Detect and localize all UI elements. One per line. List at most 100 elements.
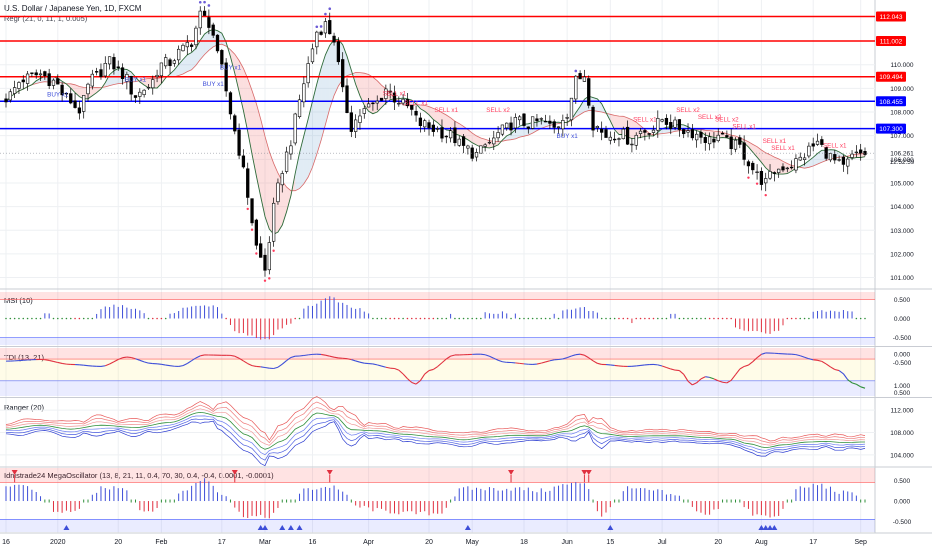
mega-sell-marker-8	[326, 470, 333, 475]
mega-buy-marker-14	[758, 525, 765, 530]
signal-label-15: SELL x1	[771, 145, 795, 152]
tdi-segment-101	[441, 358, 447, 364]
candle-body-119	[518, 116, 522, 121]
tdi-segment-55	[243, 360, 249, 365]
candle-body-181	[785, 167, 789, 170]
tdi-segment-87	[381, 365, 387, 368]
tdi-segment-54	[238, 357, 244, 362]
candle-body-30	[133, 95, 138, 98]
regression-fill-141	[614, 115, 619, 135]
regression-fill-173	[752, 144, 758, 158]
tdi-segment-195	[847, 379, 853, 384]
tdi-segment-44	[195, 355, 201, 359]
tdi-segment-135	[588, 357, 594, 362]
signal-label-11: SELL x2	[698, 114, 722, 121]
tdi-segment-184	[800, 355, 805, 358]
tdi-segment-9	[44, 359, 50, 362]
price-tick-label-3: 104.000	[890, 204, 914, 211]
msi-dot-162	[704, 317, 707, 320]
msi-dot-85	[372, 317, 374, 320]
tdi-segment-10	[49, 359, 54, 362]
msi-dot-166	[721, 317, 724, 320]
msi-dot-139	[605, 317, 607, 320]
tdi-segment-23	[105, 363, 110, 367]
msi-dot-12	[56, 317, 59, 320]
level-tag-label-0: 112.043	[879, 14, 902, 21]
tdi-segment-98	[428, 368, 434, 372]
regression-fill-85	[372, 77, 378, 114]
signal-label-13: SELL x1	[732, 124, 756, 131]
candle-body-76	[332, 35, 336, 43]
candle-body-60	[263, 254, 267, 271]
candle-body-56	[246, 168, 250, 198]
msi-dot-184	[799, 317, 802, 320]
price-tick-label-7: 108.000	[890, 110, 914, 117]
signal-label-4: SELL x1	[383, 90, 407, 97]
msi-dot-125	[544, 317, 547, 320]
candle-body-161	[699, 131, 703, 138]
candle-body-28	[125, 74, 129, 82]
price-tick-label-1: 102.000	[890, 251, 914, 258]
candle-body-192	[833, 154, 837, 161]
tdi-segment-123	[536, 362, 542, 365]
candle-body-196	[850, 153, 854, 158]
candle-body-103	[448, 130, 453, 139]
tdi-pane-title: TDI (13, 21)	[4, 353, 44, 362]
candle-body-176	[764, 178, 768, 184]
candle-body-97	[423, 120, 427, 128]
mega-buy-marker-9	[464, 525, 471, 530]
candle-body-120	[522, 113, 526, 126]
candle-body-75	[328, 20, 332, 35]
tdi-segment-114	[497, 359, 503, 363]
regression-fill-185	[804, 160, 809, 169]
bottom-signal-dot-8	[764, 193, 767, 197]
msi-overbought-zone	[0, 292, 875, 300]
candle-body-85	[371, 102, 375, 105]
candle-body-39	[172, 60, 176, 64]
tdi-segment-79	[346, 358, 352, 361]
top-signal-dot-2	[207, 4, 211, 7]
msi-dot-120	[523, 317, 525, 320]
tdi-segment-171	[743, 364, 749, 367]
regression-fill-67	[295, 153, 300, 191]
last-price-label: 106.261	[890, 151, 914, 158]
candle-body-69	[302, 83, 306, 103]
candle-body-22	[99, 69, 103, 77]
candle-body-23	[103, 63, 107, 77]
regression-indicator-label: Regr (21, 0, 11, 1, 0.005)	[4, 14, 88, 23]
msi-dot-18	[82, 317, 85, 320]
ranger-line-3	[6, 415, 866, 456]
candle-body-100	[436, 128, 440, 130]
mega-sell-marker-2	[231, 470, 238, 475]
mega-buy-marker-5	[279, 525, 286, 530]
bottom-signal-dot-5	[272, 249, 275, 252]
candle-body-37	[164, 57, 168, 67]
tdi-mid-zone	[0, 359, 875, 381]
regression-fill-98	[429, 106, 434, 120]
tdi-segment-124	[541, 361, 546, 364]
ranger-line-1	[5, 401, 866, 444]
tdi-segment-164	[713, 378, 719, 382]
msi-dot-90	[393, 317, 396, 320]
mega-overbought-zone	[0, 468, 875, 483]
tdi-segment-154	[670, 368, 676, 371]
candle-body-40	[177, 48, 181, 61]
regression-fill-72	[316, 68, 322, 155]
tdi-segment-56	[247, 363, 253, 367]
tdi-segment-198	[860, 386, 866, 389]
tdi-tick-label-1: 1.000	[894, 383, 911, 390]
tdi-segment-162	[705, 376, 710, 378]
tdi-segment-36	[161, 363, 166, 366]
candle-body-94	[410, 104, 414, 110]
msi-dot-147	[639, 317, 642, 320]
regression-fill-70	[308, 101, 313, 177]
tdi-segment-86	[377, 364, 382, 367]
msi-dot-89	[389, 317, 391, 320]
msi-dot-105	[458, 317, 461, 320]
tdi-segment-156	[679, 370, 685, 375]
regression-fill-146	[636, 122, 641, 139]
level-tag-1	[876, 36, 906, 47]
candle-body-111	[483, 144, 487, 147]
msi-dot-181	[786, 317, 789, 320]
